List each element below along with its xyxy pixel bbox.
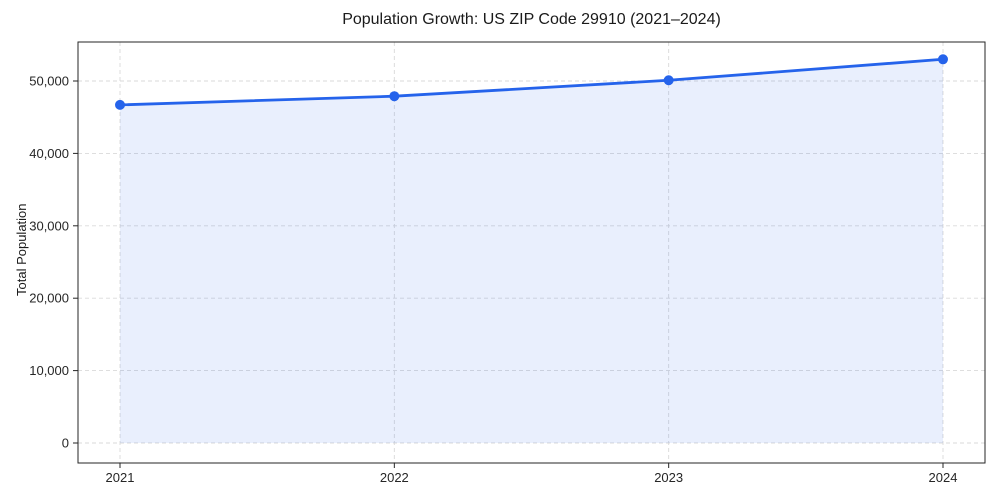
data-point-marker[interactable] [389,91,400,102]
area-fill [120,59,943,443]
y-tick-label: 0 [62,436,69,451]
x-tick-label: 2024 [929,470,958,485]
x-tick-label: 2022 [380,470,409,485]
chart-title: Population Growth: US ZIP Code 29910 (20… [342,11,721,28]
y-tick-label: 30,000 [29,218,69,233]
y-axis-label: Total Population [14,203,29,296]
data-point-marker[interactable] [115,99,125,110]
data-line [118,57,945,107]
plot-border [77,41,986,464]
x-tick-label: 2023 [654,470,683,485]
data-point-marker[interactable] [938,54,948,65]
data-point-marker[interactable] [663,75,674,86]
y-tick-label: 20,000 [29,291,69,306]
y-tick-label: 50,000 [29,74,69,89]
y-tick-label: 40,000 [29,146,69,161]
y-tick-label: 10,000 [29,363,69,378]
x-tick-label: 2021 [106,470,135,485]
